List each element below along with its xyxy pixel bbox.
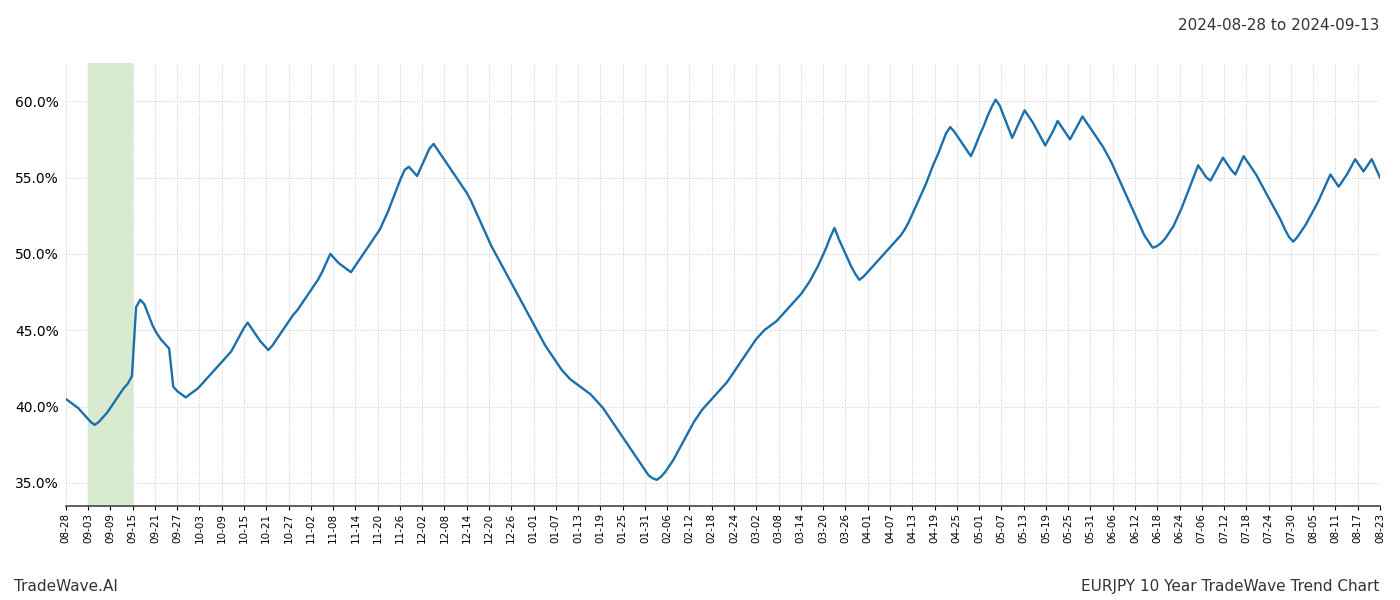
Text: EURJPY 10 Year TradeWave Trend Chart: EURJPY 10 Year TradeWave Trend Chart xyxy=(1081,579,1379,594)
Text: 2024-08-28 to 2024-09-13: 2024-08-28 to 2024-09-13 xyxy=(1177,18,1379,33)
Text: TradeWave.AI: TradeWave.AI xyxy=(14,579,118,594)
Bar xyxy=(88,63,132,506)
